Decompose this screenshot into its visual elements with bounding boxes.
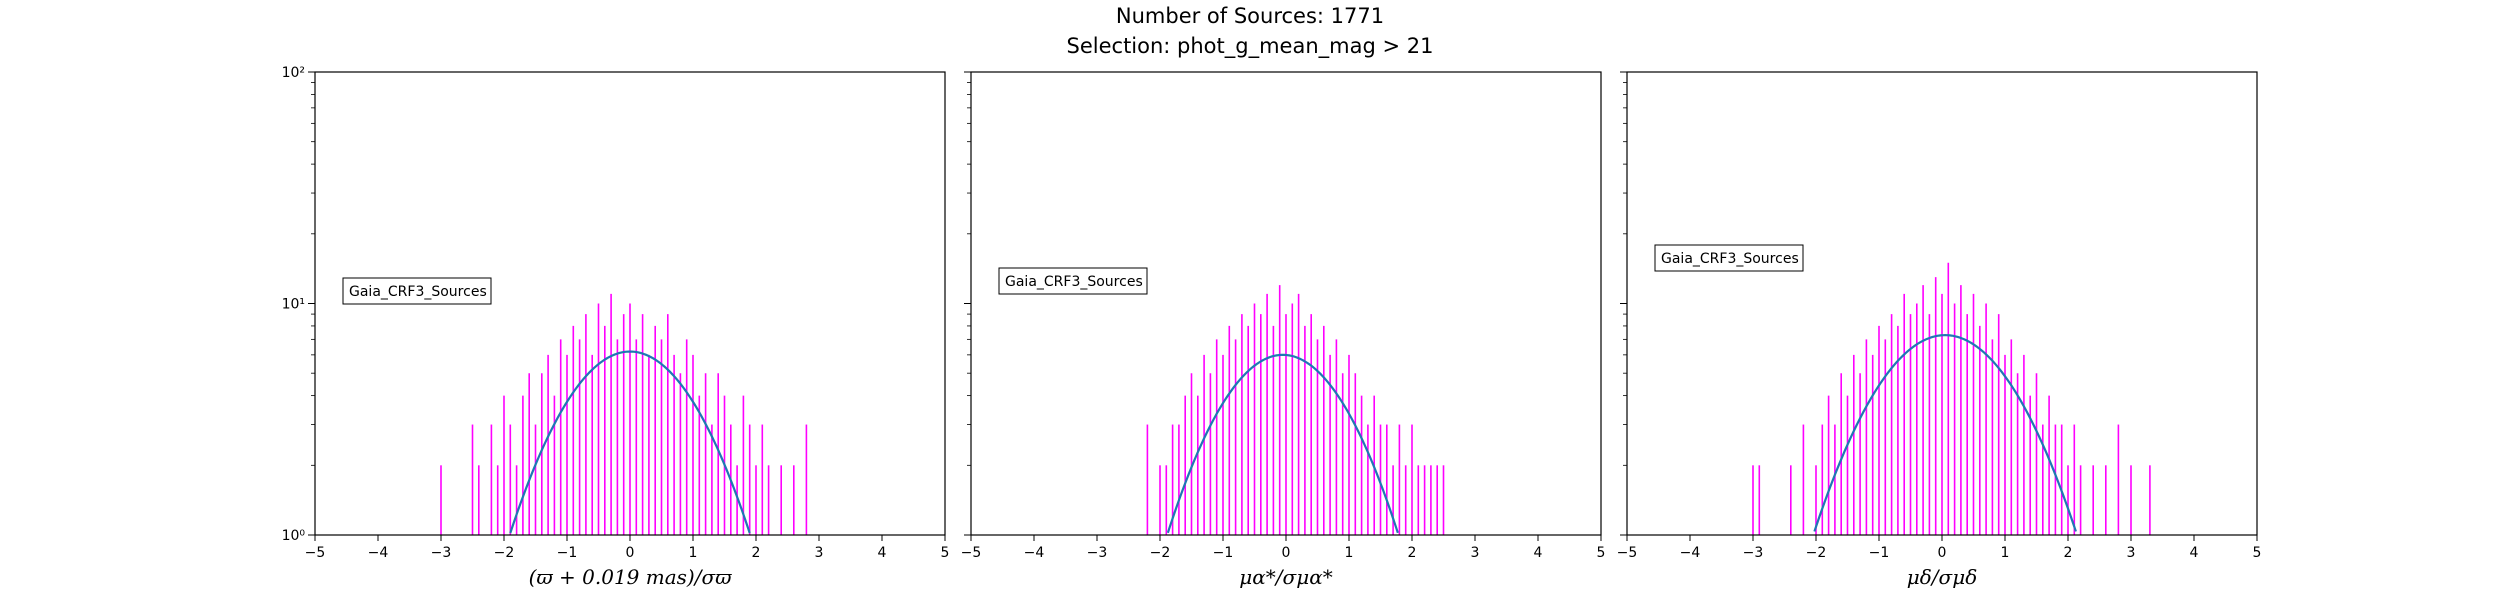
x-tick-label: −4 — [1680, 545, 1701, 561]
legend-label: Gaia_CRF3_Sources — [1661, 251, 1799, 267]
gaussian-fit-curve — [1813, 334, 2077, 532]
x-tick-label: −2 — [494, 545, 515, 561]
x-tick-label: 3 — [1471, 545, 1480, 561]
x-tick-label: −4 — [368, 545, 389, 561]
x-tick-label: −5 — [961, 545, 982, 561]
x-tick-label: 2 — [752, 545, 761, 561]
figure-title-line1: Number of Sources: 1771 — [1115, 4, 1385, 28]
legend-label: Gaia_CRF3_Sources — [349, 284, 487, 300]
figure-title-line2: Selection: phot_g_mean_mag > 21 — [1066, 34, 1434, 58]
x-tick-label: 2 — [2064, 545, 2073, 561]
x-tick-label: 4 — [1534, 545, 1543, 561]
gaussian-fit-curve — [1166, 353, 1399, 534]
x-tick-label: 4 — [2190, 545, 2199, 561]
x-tick-label: −1 — [557, 545, 578, 561]
legend-box — [1654, 244, 1804, 272]
x-tick-label: −4 — [1024, 545, 1045, 561]
x-tick-label: 0 — [1282, 545, 1291, 561]
x-tick-label: 1 — [689, 545, 698, 561]
x-tick-label: 4 — [878, 545, 887, 561]
y-tick-label: 10⁰ — [282, 528, 306, 544]
chart-panel-3: −5 −4 −3 −2 −1 0 1 2 3 4 5 μδ/σμδ Gaia_CRF3_Sources — [1617, 71, 2262, 589]
x-axis-label: (ϖ + 0.019 mas)/σϖ — [529, 565, 733, 589]
legend: Gaia_CRF3_Sources — [1654, 244, 1804, 272]
chart-panel-1: −5 −4 −3 −2 −1 0 1 2 3 4 5 10⁰ 10¹ 10² (ϖ + 0.019 mas)… — [282, 65, 950, 589]
x-tick-label: 1 — [1345, 545, 1354, 561]
x-tick-label: 0 — [626, 545, 635, 561]
legend-box — [342, 277, 492, 305]
chart-panel-2: −5 −4 −3 −2 −1 0 1 2 3 4 5 μα*/σμα* Gaia_CRF3_Source… — [961, 71, 1606, 589]
gaussian-fit-curve — [509, 350, 751, 534]
x-tick-label: 3 — [815, 545, 824, 561]
x-tick-label: −3 — [1743, 545, 1764, 561]
legend: Gaia_CRF3_Sources — [342, 277, 492, 305]
x-tick-label: −1 — [1213, 545, 1234, 561]
x-tick-label: 1 — [2001, 545, 2010, 561]
x-tick-label: −1 — [1869, 545, 1890, 561]
x-axis-label: μα*/σμα* — [1239, 565, 1332, 589]
legend-label: Gaia_CRF3_Sources — [1005, 274, 1143, 290]
x-tick-label: −2 — [1806, 545, 1827, 561]
legend: Gaia_CRF3_Sources — [998, 267, 1148, 295]
x-tick-label: 5 — [941, 545, 950, 561]
x-tick-label: −5 — [1617, 545, 1638, 561]
x-tick-label: −3 — [1087, 545, 1108, 561]
x-tick-label: −2 — [1150, 545, 1171, 561]
x-tick-label: 2 — [1408, 545, 1417, 561]
x-tick-label: −3 — [431, 545, 452, 561]
x-tick-label: 3 — [2127, 545, 2136, 561]
x-tick-label: −5 — [305, 545, 326, 561]
x-tick-label: 5 — [2253, 545, 2262, 561]
x-tick-label: 0 — [1938, 545, 1947, 561]
x-axis-label: μδ/σμδ — [1907, 565, 1977, 589]
x-tick-label: 5 — [1597, 545, 1606, 561]
y-tick-label: 10¹ — [282, 297, 305, 313]
y-tick-label: 10² — [282, 65, 305, 81]
legend-box — [998, 267, 1148, 295]
